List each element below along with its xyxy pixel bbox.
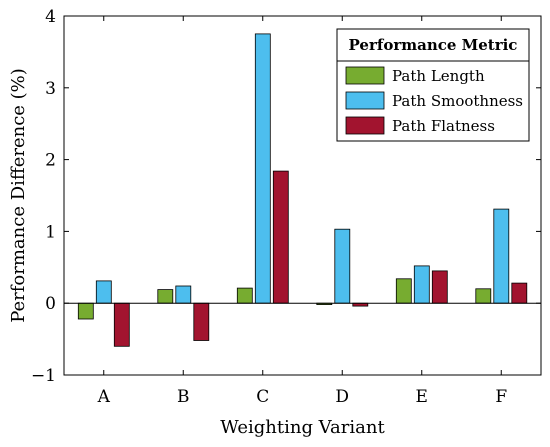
plot-frame [63,15,542,376]
axes: −1 0 1 2 3 4 A B C D E F [31,7,542,407]
legend-swatch-path-smoothness [345,91,385,110]
bars-layer [77,33,528,347]
bar-C-path-smoothness [254,33,271,304]
legend-swatch-path-flatness [345,116,385,135]
x-tick-label: B [177,387,190,407]
y-tick-label: 2 [45,151,56,171]
legend-label: Path Flatness [392,117,495,135]
bar-F-path-length [475,288,492,304]
x-tick-label: E [416,387,428,407]
y-tick-label: 1 [45,222,56,242]
bar-D-path-smoothness [334,228,351,304]
bar-A-path-smoothness [95,280,112,304]
bar-C-path-length [236,287,253,304]
legend-label: Path Length [392,67,485,85]
x-tick-label: C [256,387,269,407]
bar-E-path-flatness [431,270,448,304]
y-tick-label: 4 [45,7,56,27]
bar-F-path-smoothness [493,208,510,304]
bar-B-path-flatness [193,302,210,341]
y-tick-label: −1 [31,366,56,386]
bar-E-path-length [395,278,412,304]
bar-C-path-flatness [272,170,289,304]
bar-B-path-smoothness [175,285,192,304]
bar-F-path-flatness [511,282,528,304]
legend-title: Performance Metric [349,36,518,54]
y-axis-label: Performance Difference (%) [8,68,29,323]
x-tick-label: F [495,387,507,407]
bar-B-path-length [157,289,174,304]
x-tick-label: A [97,387,111,407]
legend-label: Path Smoothness [392,92,523,110]
x-axis-label: Weighting Variant [220,417,385,438]
bar-A-path-length [77,302,94,320]
bar-E-path-smoothness [413,265,430,304]
y-tick-label: 3 [45,79,56,99]
y-tick-label: 0 [45,294,56,314]
bar-A-path-flatness [113,302,130,347]
legend-swatch-path-length [345,66,385,85]
x-tick-label: D [335,387,349,407]
legend: Performance Metric Path Length Path Smoot… [336,28,530,142]
